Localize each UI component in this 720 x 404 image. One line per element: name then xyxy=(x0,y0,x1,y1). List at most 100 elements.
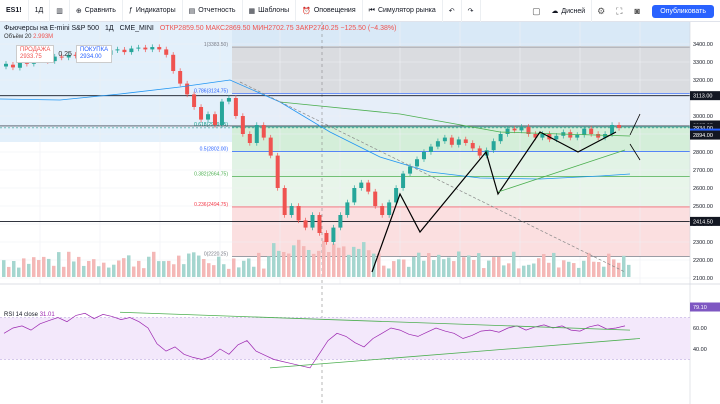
candle-body xyxy=(10,64,15,68)
volume-bar xyxy=(7,266,11,277)
volume-bar xyxy=(122,258,126,277)
candle-body xyxy=(359,182,364,188)
volume-bar xyxy=(512,251,516,277)
rsi-legend: RSI 14 close 31.01 xyxy=(4,312,55,318)
volume-bar xyxy=(367,250,371,277)
reports-icon: ▤ xyxy=(188,7,196,15)
candle-body xyxy=(129,48,134,53)
publish-button[interactable]: Опубликовать xyxy=(652,4,714,18)
candle-body xyxy=(338,215,343,228)
indicators-icon: ƒ xyxy=(128,7,133,14)
candle-body xyxy=(4,63,8,67)
fullscreen-button[interactable]: ⛶ xyxy=(610,0,628,22)
volume-bar xyxy=(322,240,326,277)
legend-exchange: CME_MINI xyxy=(119,25,154,32)
candle-body xyxy=(366,182,371,192)
replay-icon: ⏮ xyxy=(368,6,375,14)
buy-button[interactable]: ПОКУПКА 2934.00 xyxy=(75,45,113,63)
top-zone-right xyxy=(462,22,690,46)
candle-body xyxy=(435,141,440,147)
volume-bar xyxy=(542,254,546,277)
volume-bar xyxy=(622,255,626,277)
instrument-title: Фьючерсы на E-mini S&P 500 xyxy=(4,25,99,32)
volume-bar xyxy=(557,267,561,277)
fib-zone xyxy=(232,46,690,94)
volume-bar xyxy=(152,251,156,277)
volume-bar xyxy=(257,252,261,277)
volume-bar xyxy=(432,260,436,277)
sell-button[interactable]: ПРОДАЖА 2933.75 xyxy=(16,45,55,63)
redo-button[interactable]: ↷ xyxy=(462,0,481,22)
price-tick-label: 3200.00 xyxy=(693,78,713,84)
gear-icon: ⚙ xyxy=(597,5,606,16)
candle-body xyxy=(373,191,378,206)
simulator-label: Симулятор рынка xyxy=(377,7,436,14)
volume-bar xyxy=(467,255,471,277)
camera-icon: ◙ xyxy=(634,6,640,16)
symbol-button[interactable]: ES1! xyxy=(0,0,29,22)
sell-label: ПРОДАЖА xyxy=(20,47,51,53)
fullscreen-icon: ⛶ xyxy=(616,5,623,16)
candle-body xyxy=(122,49,127,53)
candle-body xyxy=(150,47,155,50)
candle-body xyxy=(505,128,510,134)
layout-name: Дисней xyxy=(561,7,586,15)
volume-bar xyxy=(582,260,586,277)
candle-body xyxy=(428,146,433,152)
compare-button[interactable]: ⊕ Сравнить xyxy=(70,0,123,22)
candle-body xyxy=(408,166,413,174)
candle-body xyxy=(66,54,71,58)
interval-label: 1Д xyxy=(34,7,44,14)
diagonal-trend-line xyxy=(239,81,626,273)
volume-bar xyxy=(567,261,571,277)
candle-body xyxy=(415,159,420,167)
layout-name-button[interactable]: ☁ Дисней xyxy=(545,0,593,22)
simulator-button[interactable]: ⏮ Симулятор рынка xyxy=(363,0,443,22)
volume-bar xyxy=(397,259,401,277)
volume-bar xyxy=(287,253,291,277)
volume-bar xyxy=(372,253,376,277)
layout-button[interactable]: ▢ xyxy=(527,0,545,22)
volume-bar xyxy=(102,262,106,277)
volume-bar xyxy=(172,264,176,277)
volume-bar xyxy=(252,266,256,277)
volume-bar xyxy=(572,263,576,277)
price-tick-label: 2100.00 xyxy=(693,276,713,282)
alerts-label: Оповещения xyxy=(313,7,356,14)
fib-level-label: 0.786(3124.75) xyxy=(194,89,228,95)
price-chart[interactable]: 1(3383.50) 0.786(3124.75) 0.618(2939.25) 0.… xyxy=(0,22,720,404)
candle-body xyxy=(345,202,350,215)
candle-body xyxy=(540,134,545,138)
fib-level-label: 1(3383.50) xyxy=(204,42,229,48)
volume-bar xyxy=(197,255,201,277)
candle-body xyxy=(310,215,315,228)
volume-bar xyxy=(202,259,206,277)
volume-bar xyxy=(537,258,541,277)
volume-bar xyxy=(347,254,351,277)
candle-body xyxy=(575,134,580,138)
volume-bar xyxy=(262,268,266,277)
rsi-tick-label: 40.00 xyxy=(693,347,707,353)
candle-body xyxy=(143,47,148,50)
candle-body xyxy=(192,94,197,107)
volume-bar xyxy=(182,264,186,277)
indicators-button[interactable]: ƒ Индикаторы xyxy=(123,0,183,22)
volume-bar xyxy=(92,259,96,277)
templates-button[interactable]: ▦ Шаблоны xyxy=(243,0,297,22)
candle-body xyxy=(317,215,322,233)
volume-bar xyxy=(217,256,221,277)
undo-button[interactable]: ↶ xyxy=(443,0,462,22)
snapshot-button[interactable]: ◙ xyxy=(628,0,646,22)
settings-button[interactable]: ⚙ xyxy=(592,0,610,22)
alerts-button[interactable]: ⏰ Оповещения xyxy=(296,0,363,22)
volume-bar xyxy=(547,262,551,277)
volume-bar xyxy=(272,243,276,277)
candle-body xyxy=(185,83,190,95)
interval-button[interactable]: 1Д xyxy=(29,0,51,22)
reports-button[interactable]: ▤ Отчетность xyxy=(183,0,243,22)
candle-body xyxy=(421,152,426,160)
volume-bar xyxy=(482,268,486,277)
chart-style-button[interactable]: ▥ xyxy=(50,0,70,22)
volume-bar xyxy=(42,256,46,277)
volume-bar xyxy=(157,261,161,277)
